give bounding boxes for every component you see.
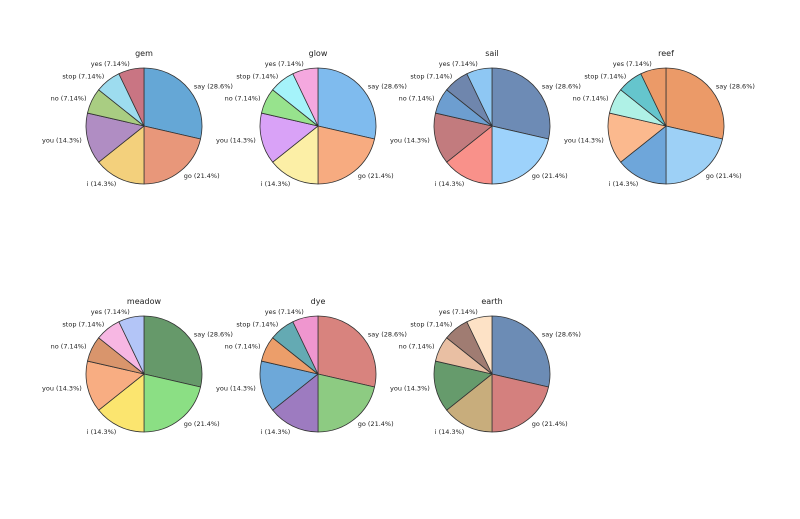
pie-slice bbox=[143, 67, 203, 140]
pie-title: sail bbox=[485, 49, 499, 58]
pie-slice-label: you (14.3%) bbox=[42, 384, 82, 392]
pie-slice bbox=[433, 112, 493, 163]
pie-slice-label: you (14.3%) bbox=[390, 136, 430, 144]
pie-chart-meadow: meadow say (28.6%) go (21.4%) i (14.3%) you … bbox=[42, 297, 233, 436]
pie-slice-label: i (14.3%) bbox=[87, 180, 117, 188]
pie-slice-label: no (7.14%) bbox=[51, 343, 87, 351]
pie-slice bbox=[446, 373, 493, 433]
pie-slice bbox=[272, 125, 319, 185]
pie-slice-label: stop (7.14%) bbox=[236, 320, 278, 328]
pie-slice-label: no (7.14%) bbox=[51, 95, 87, 103]
pie-slice bbox=[433, 360, 493, 411]
pie-slice bbox=[85, 360, 145, 411]
pie-slice bbox=[292, 67, 319, 127]
pie-chart-earth: earth say (28.6%) go (21.4%) i (14.3%) you (… bbox=[390, 297, 581, 436]
pie-slice-label: say (28.6%) bbox=[194, 331, 233, 339]
pie-slice-label: you (14.3%) bbox=[390, 384, 430, 392]
pie-title: gem bbox=[135, 49, 153, 58]
pie-slice bbox=[259, 360, 319, 411]
pie-slice-label: go (21.4%) bbox=[184, 420, 220, 428]
pie-slice bbox=[259, 112, 319, 163]
pie-slice-label: say (28.6%) bbox=[194, 83, 233, 91]
pie-slice-label: go (21.4%) bbox=[706, 172, 742, 180]
pie-slice bbox=[118, 315, 145, 375]
pie-slice-label: stop (7.14%) bbox=[584, 72, 626, 80]
pie-slice bbox=[143, 315, 203, 388]
pie-slice bbox=[317, 373, 376, 433]
pie-slice-label: i (14.3%) bbox=[261, 180, 291, 188]
pie-slice bbox=[143, 125, 202, 185]
pie-slice bbox=[143, 373, 202, 433]
pie-slice bbox=[665, 125, 724, 185]
pie-slice bbox=[607, 112, 667, 163]
pie-chart-glow: glow say (28.6%) go (21.4%) i (14.3%) you (1… bbox=[216, 49, 407, 188]
pie-title: dye bbox=[311, 297, 326, 306]
pie-slice-label: stop (7.14%) bbox=[410, 320, 452, 328]
pie-slice-label: yes (7.14%) bbox=[91, 308, 130, 316]
pie-slice bbox=[317, 315, 377, 388]
pie-slice-label: yes (7.14%) bbox=[265, 60, 304, 68]
pie-slice-label: say (28.6%) bbox=[368, 331, 407, 339]
pie-slice-label: no (7.14%) bbox=[225, 343, 261, 351]
pie-slice bbox=[118, 67, 145, 127]
pie-chart-dye: dye say (28.6%) go (21.4%) i (14.3%) you (14… bbox=[216, 297, 407, 436]
pie-slice-label: go (21.4%) bbox=[532, 420, 568, 428]
pie-slice-label: say (28.6%) bbox=[542, 83, 581, 91]
pie-slice-label: yes (7.14%) bbox=[265, 308, 304, 316]
pie-slice-label: no (7.14%) bbox=[573, 95, 609, 103]
pie-slice bbox=[98, 373, 145, 433]
pie-slice-label: i (14.3%) bbox=[435, 180, 465, 188]
pie-slice-label: you (14.3%) bbox=[216, 384, 256, 392]
pie-slice-label: say (28.6%) bbox=[368, 83, 407, 91]
pie-slice-label: stop (7.14%) bbox=[236, 72, 278, 80]
pie-slice bbox=[665, 67, 725, 140]
pie-slice bbox=[620, 125, 667, 185]
pie-slice-label: i (14.3%) bbox=[609, 180, 639, 188]
pie-title: reef bbox=[658, 49, 674, 58]
pie-slice bbox=[466, 67, 493, 127]
pie-slice-label: stop (7.14%) bbox=[62, 320, 104, 328]
pie-slice-label: you (14.3%) bbox=[216, 136, 256, 144]
pie-slice-label: i (14.3%) bbox=[261, 428, 291, 436]
pie-slice-label: stop (7.14%) bbox=[62, 72, 104, 80]
pie-chart-sail: sail say (28.6%) go (21.4%) i (14.3%) you (1… bbox=[390, 49, 581, 188]
pie-slice-label: no (7.14%) bbox=[399, 343, 435, 351]
pie-slice-label: no (7.14%) bbox=[225, 95, 261, 103]
pie-slice-label: you (14.3%) bbox=[42, 136, 82, 144]
pie-slice bbox=[98, 125, 145, 185]
pie-slice-label: no (7.14%) bbox=[399, 95, 435, 103]
pie-slice bbox=[640, 67, 667, 127]
pie-slice-label: go (21.4%) bbox=[184, 172, 220, 180]
pie-slice bbox=[491, 67, 551, 140]
pie-slice bbox=[466, 315, 493, 375]
pie-slice bbox=[317, 125, 376, 185]
pie-slice-label: yes (7.14%) bbox=[613, 60, 652, 68]
pie-slice-label: go (21.4%) bbox=[358, 420, 394, 428]
pie-slice bbox=[317, 67, 377, 140]
pie-slice-label: i (14.3%) bbox=[87, 428, 117, 436]
pie-slice-label: yes (7.14%) bbox=[91, 60, 130, 68]
pie-chart-reef: reef say (28.6%) go (21.4%) i (14.3%) you (1… bbox=[564, 49, 755, 188]
pie-title: earth bbox=[481, 297, 502, 306]
pie-slice-label: go (21.4%) bbox=[532, 172, 568, 180]
pie-slice-label: go (21.4%) bbox=[358, 172, 394, 180]
pie-slice bbox=[272, 373, 319, 433]
pie-slice bbox=[491, 373, 550, 433]
pie-slice-label: stop (7.14%) bbox=[410, 72, 452, 80]
pie-slice-label: say (28.6%) bbox=[542, 331, 581, 339]
pie-slice bbox=[292, 315, 319, 375]
pie-slice bbox=[491, 315, 551, 388]
pie-slice-label: say (28.6%) bbox=[716, 83, 755, 91]
pie-title: glow bbox=[309, 49, 328, 58]
pie-slice-label: i (14.3%) bbox=[435, 428, 465, 436]
pie-slice-label: yes (7.14%) bbox=[439, 60, 478, 68]
pie-slice bbox=[491, 125, 550, 185]
pie-slice bbox=[85, 112, 145, 163]
pie-slice-label: you (14.3%) bbox=[564, 136, 604, 144]
pie-slice-label: yes (7.14%) bbox=[439, 308, 478, 316]
pie-slice bbox=[446, 125, 493, 185]
pie-chart-gem: gem say (28.6%) go (21.4%) i (14.3%) you (14… bbox=[42, 49, 233, 188]
pie-title: meadow bbox=[127, 297, 162, 306]
